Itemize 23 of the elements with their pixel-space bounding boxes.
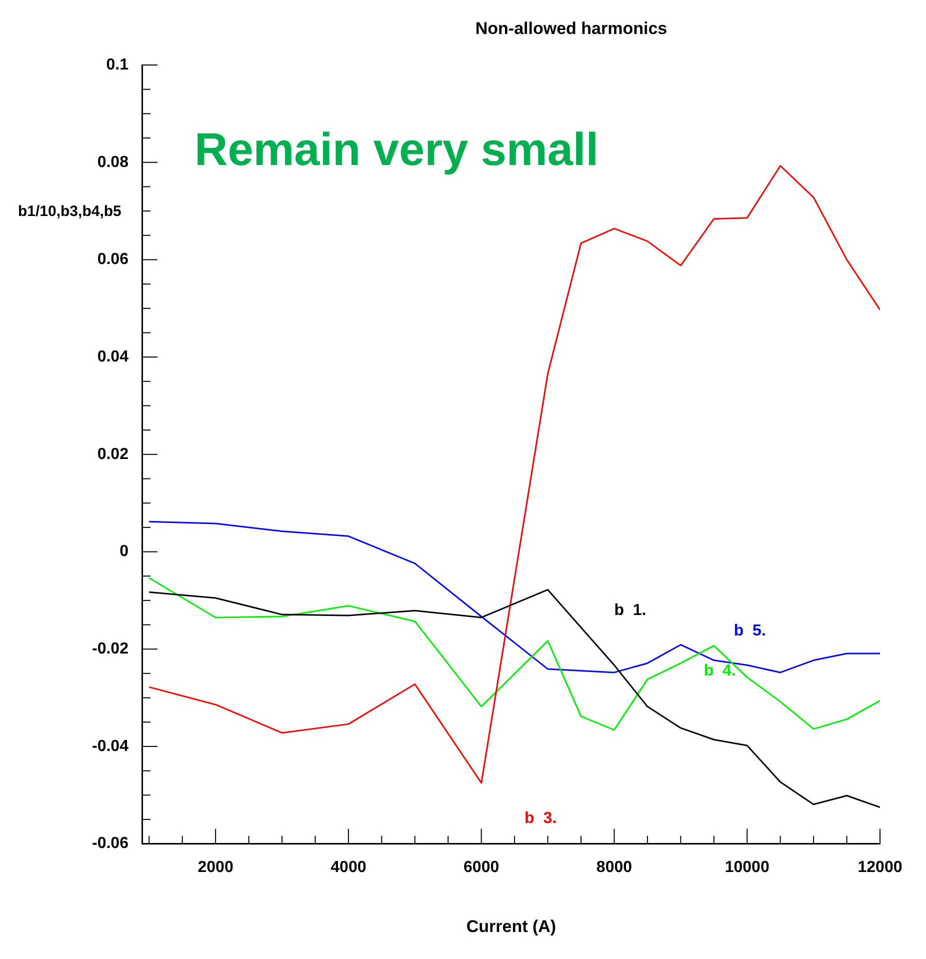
chart-title: Non-allowed harmonics [475,19,668,38]
x-tick-label: 12000 [858,858,902,876]
y-tick-label: 0 [120,543,129,560]
y-tick-label: 0.06 [97,251,129,268]
annotation: Remain very small [194,123,598,175]
y-tick-label: 0.1 [106,56,129,74]
series-label: b 5. [734,622,766,640]
y-tick-label: 0.04 [97,348,129,366]
y-tick-label: 0.08 [97,154,129,171]
x-tick-label: 2000 [198,858,234,876]
text: b 3. [524,810,557,827]
x-tick-label: 6000 [464,858,500,876]
y-tick-label: 0.02 [97,446,129,463]
y-tick-label: -0.04 [92,738,129,755]
x-tick-label: 4000 [330,858,366,876]
x-axis-title: Current (A) [466,916,556,936]
x-tick-label: 8000 [596,858,632,876]
y-tick-label: -0.06 [92,835,129,852]
x-tick-label: 10000 [724,858,770,876]
y-tick-label: -0.02 [92,640,129,658]
series-label: b 4. [704,662,736,680]
y-axis-title: b1/10,b3,b4,b5 [18,203,122,220]
series-label: b 1. [614,602,646,620]
